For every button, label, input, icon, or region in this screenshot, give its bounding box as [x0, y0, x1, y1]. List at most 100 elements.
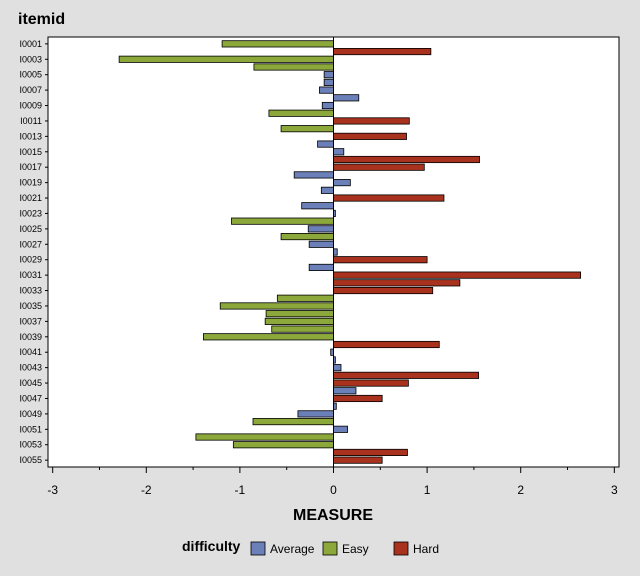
x-tick-label: 3: [611, 483, 618, 497]
y-tick-labels: I0001 I0003 I0005 I0007 I0009 I0011 I0013 I0015…: [19, 39, 48, 465]
bar-i0045: [333, 379, 409, 387]
y-tick-label: I0045: [19, 378, 42, 388]
x-tick-label: -3: [47, 483, 58, 497]
bar-i0035: [219, 302, 334, 310]
y-tick-label: I0019: [19, 178, 42, 188]
bar-i0040: [333, 340, 440, 349]
bar-i0010: [268, 109, 334, 117]
legend-label-easy: Easy: [342, 542, 369, 556]
bar-i0011: [333, 117, 410, 125]
y-tick-label: I0027: [19, 239, 42, 249]
bar-i0014: [317, 140, 334, 148]
x-tick-label: 2: [517, 483, 524, 497]
bar-i0028: [333, 248, 338, 256]
bar-i0018: [293, 171, 334, 179]
y-tick-label: I0005: [19, 70, 42, 80]
bar-i0049: [297, 410, 334, 418]
bar-i0007: [319, 86, 334, 94]
bar-i0055: [333, 456, 383, 464]
y-tick-label: I0013: [19, 131, 42, 141]
bar-i0017: [333, 163, 425, 171]
y-axis-title: itemid: [18, 11, 65, 28]
bar-i0004: [253, 63, 334, 71]
x-tick-label: 1: [424, 483, 431, 497]
bar-i0008: [333, 94, 360, 102]
x-tick-label: 0: [330, 483, 337, 497]
legend: difficulty Average Easy Hard: [182, 538, 439, 556]
bar-i0051: [333, 425, 348, 433]
bar-i0024: [231, 217, 334, 225]
bar-i0013: [333, 132, 407, 140]
y-tick-label: I0003: [19, 54, 42, 64]
legend-swatch-average: [250, 541, 266, 556]
bar-i0005: [323, 71, 334, 79]
y-tick-label: I0021: [19, 193, 42, 203]
x-tick-label: -2: [141, 483, 152, 497]
y-tick-label: I0011: [20, 116, 42, 126]
y-tick-label: I0037: [19, 316, 42, 326]
bar-i0032: [333, 279, 461, 287]
y-tick-label: I0049: [19, 409, 42, 419]
legend-title: difficulty: [182, 538, 241, 554]
bar-i0012: [280, 125, 334, 133]
legend-swatch-hard: [393, 541, 409, 556]
bar-i0030: [308, 263, 334, 271]
bar-i0006: [323, 78, 334, 86]
bar-i0037: [264, 317, 334, 325]
legend-swatch-easy: [322, 541, 338, 556]
bar-i0022: [301, 202, 334, 210]
y-tick-label: I0055: [19, 455, 42, 465]
bar-i0027: [308, 240, 334, 248]
y-tick-label: I0001: [19, 39, 42, 49]
bar-i0052: [195, 433, 334, 441]
bar-i0021: [333, 194, 445, 202]
y-tick-label: I0039: [19, 332, 42, 342]
bar-i0044: [333, 371, 479, 379]
bar-i0033: [333, 286, 434, 295]
bar-i0015: [333, 148, 345, 156]
bar-i0020: [320, 186, 334, 194]
x-axis-title: MEASURE: [293, 507, 373, 524]
bar-i0002: [333, 48, 432, 56]
bar-i0016: [333, 155, 480, 164]
y-tick-label: I0031: [19, 270, 42, 280]
bar-i0019: [333, 179, 351, 187]
bar-i0047: [333, 394, 383, 403]
y-tick-label: I0017: [19, 162, 42, 172]
bar-i0054: [333, 448, 408, 456]
bar-i0001: [221, 40, 334, 48]
bar-i0025: [307, 225, 334, 233]
bar-i0031: [333, 271, 582, 279]
y-tick-label: I0015: [19, 147, 42, 157]
y-tick-label: I0053: [19, 440, 42, 450]
legend-label-hard: Hard: [413, 542, 439, 556]
bar-i0036: [265, 310, 334, 318]
bar-i0046: [333, 387, 357, 395]
bar-i0029: [333, 256, 428, 264]
y-tick-label: I0029: [19, 255, 42, 265]
bar-i0038: [271, 325, 334, 333]
y-tick-label: I0047: [19, 393, 42, 403]
y-tick-label: I0009: [19, 101, 42, 111]
bar-i0003: [118, 55, 334, 63]
legend-label-average: Average: [270, 542, 315, 556]
y-tick-label: I0043: [19, 363, 42, 373]
bar-i0009: [321, 101, 334, 110]
bar-i0034: [276, 294, 334, 302]
bar-i0053: [232, 441, 334, 449]
y-tick-label: I0023: [19, 208, 42, 218]
x-tick-label: -1: [235, 483, 246, 497]
y-tick-label: I0033: [19, 286, 42, 296]
y-tick-label: I0025: [19, 224, 42, 234]
y-tick-label: I0035: [19, 301, 42, 311]
y-tick-label: I0007: [19, 85, 42, 95]
bar-i0039: [202, 333, 334, 341]
y-tick-label: I0051: [19, 424, 42, 434]
bar-i0043: [333, 364, 342, 372]
x-axis-ticks: -3 -2 -1 0 1 2 3: [47, 467, 618, 497]
y-tick-label: I0041: [19, 347, 42, 357]
bars-layer: [118, 40, 582, 464]
bar-i0026: [280, 233, 334, 241]
bar-i0050: [252, 418, 334, 426]
